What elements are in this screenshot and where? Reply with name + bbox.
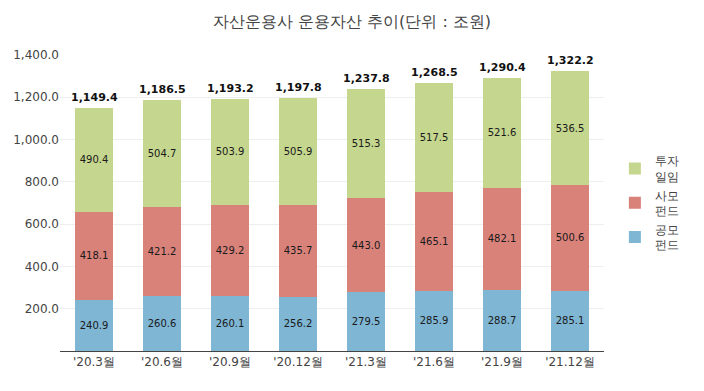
svg-text:'20.6월: '20.6월 bbox=[141, 355, 183, 369]
svg-text:435.7: 435.7 bbox=[284, 245, 313, 256]
svg-text:800.0: 800.0 bbox=[25, 175, 59, 189]
svg-text:1,237.8: 1,237.8 bbox=[343, 72, 390, 85]
svg-text:503.9: 503.9 bbox=[216, 146, 245, 157]
svg-text:1,000.0: 1,000.0 bbox=[13, 133, 59, 147]
svg-text:'21.3월: '21.3월 bbox=[345, 355, 387, 369]
svg-text:투자일임: 투자일임 bbox=[655, 154, 679, 184]
svg-text:'21.6월: '21.6월 bbox=[413, 355, 455, 369]
svg-text:418.1: 418.1 bbox=[80, 250, 109, 261]
svg-text:260.1: 260.1 bbox=[216, 318, 245, 329]
svg-text:429.2: 429.2 bbox=[216, 245, 245, 256]
svg-text:536.5: 536.5 bbox=[556, 123, 585, 134]
svg-text:465.1: 465.1 bbox=[420, 236, 449, 247]
svg-text:'20.12월: '20.12월 bbox=[273, 355, 323, 369]
svg-text:521.6: 521.6 bbox=[488, 127, 517, 138]
svg-text:421.2: 421.2 bbox=[148, 246, 177, 257]
svg-text:1,400.0: 1,400.0 bbox=[13, 48, 59, 62]
svg-text:288.7: 288.7 bbox=[488, 315, 517, 326]
svg-text:240.9: 240.9 bbox=[80, 320, 109, 331]
svg-text:1,268.5: 1,268.5 bbox=[411, 66, 458, 79]
svg-text:600.0: 600.0 bbox=[25, 217, 59, 231]
svg-text:1,197.8: 1,197.8 bbox=[275, 81, 322, 94]
svg-text:'21.12월: '21.12월 bbox=[545, 355, 595, 369]
svg-text:500.6: 500.6 bbox=[556, 232, 585, 243]
svg-text:사모펀드: 사모펀드 bbox=[655, 189, 679, 219]
svg-text:'20.9월: '20.9월 bbox=[209, 355, 251, 369]
svg-text:'21.9월: '21.9월 bbox=[481, 355, 523, 369]
svg-text:자산운용사 운용자산 추이(단위 : 조원): 자산운용사 운용자산 추이(단위 : 조원) bbox=[213, 12, 491, 31]
svg-text:490.4: 490.4 bbox=[80, 154, 109, 165]
svg-text:400.0: 400.0 bbox=[25, 260, 59, 274]
svg-text:256.2: 256.2 bbox=[284, 318, 313, 329]
svg-text:482.1: 482.1 bbox=[488, 233, 517, 244]
svg-text:1,193.2: 1,193.2 bbox=[207, 82, 254, 95]
svg-text:505.9: 505.9 bbox=[284, 146, 313, 157]
svg-text:공모펀드: 공모펀드 bbox=[655, 223, 679, 253]
svg-text:1,149.4: 1,149.4 bbox=[71, 91, 118, 104]
svg-text:1,290.4: 1,290.4 bbox=[479, 61, 526, 74]
svg-text:285.1: 285.1 bbox=[556, 315, 585, 326]
svg-text:443.0: 443.0 bbox=[352, 240, 381, 251]
svg-text:1,186.5: 1,186.5 bbox=[139, 83, 186, 96]
svg-text:515.3: 515.3 bbox=[352, 138, 381, 149]
svg-text:260.6: 260.6 bbox=[148, 318, 177, 329]
svg-text:1,200.0: 1,200.0 bbox=[13, 90, 59, 104]
svg-text:517.5: 517.5 bbox=[420, 132, 449, 143]
svg-text:504.7: 504.7 bbox=[148, 148, 177, 159]
svg-text:279.5: 279.5 bbox=[352, 316, 381, 327]
svg-text:'20.3월: '20.3월 bbox=[73, 355, 115, 369]
svg-text:285.9: 285.9 bbox=[420, 315, 449, 326]
svg-text:200.0: 200.0 bbox=[25, 302, 59, 316]
svg-text:1,322.2: 1,322.2 bbox=[547, 54, 594, 67]
